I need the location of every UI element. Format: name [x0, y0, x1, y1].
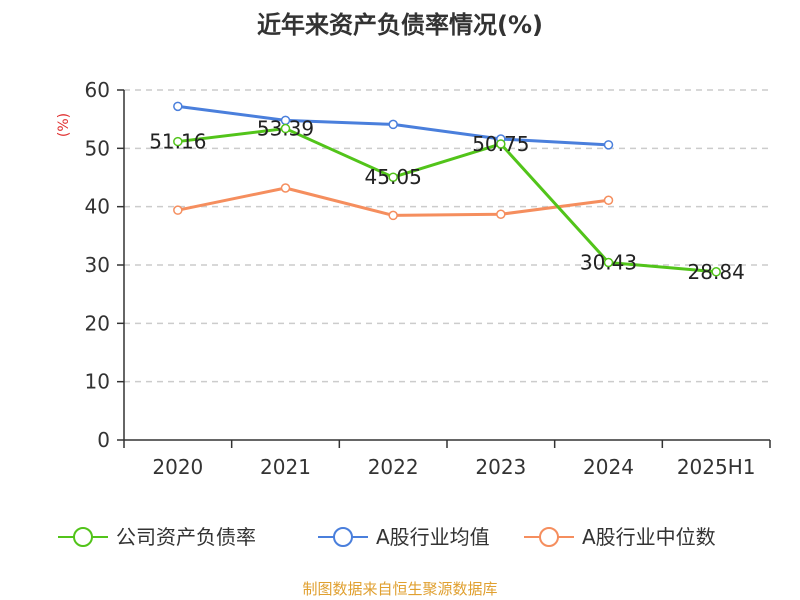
data-point — [173, 136, 183, 147]
legend-label: 公司资产负债率 — [116, 525, 256, 549]
legend: 公司资产负债率 A股行业均值 A股行业中位数 — [58, 525, 716, 549]
data-point — [280, 123, 291, 134]
legend-item[interactable]: A股行业均值 — [318, 525, 490, 549]
data-point — [388, 210, 398, 221]
data-point — [603, 140, 614, 150]
y-tick-label: 20 — [85, 311, 110, 335]
data-point — [603, 195, 614, 205]
data-point — [603, 257, 614, 268]
data-point — [388, 119, 398, 130]
data-label: 28.84 — [688, 260, 745, 284]
y-tick-label: 10 — [85, 370, 110, 394]
data-label: 30.43 — [580, 250, 637, 274]
x-tick-label: 2021 — [260, 455, 311, 479]
x-tick-label: 2022 — [368, 455, 419, 479]
y-tick-label: 30 — [85, 253, 110, 277]
legend-item[interactable]: A股行业中位数 — [524, 525, 716, 549]
x-tick-labels: 2020 2021 2022 2023 2024 2025H1 — [152, 455, 755, 479]
legend-item[interactable]: 公司资产负债率 — [58, 525, 256, 549]
data-label: 51.16 — [149, 130, 206, 154]
y-tick-label: 0 — [97, 428, 110, 452]
x-tick-label: 2025H1 — [677, 455, 756, 479]
legend-marker — [333, 527, 353, 547]
y-tick-label: 50 — [85, 136, 110, 160]
data-label: 50.75 — [472, 132, 529, 156]
y-tick-label: 40 — [85, 195, 110, 219]
data-label: 45.05 — [365, 165, 422, 189]
data-point — [496, 139, 506, 149]
data-point — [280, 183, 291, 193]
data-labels: 51.16 53.39 45.05 50.75 30.43 28.84 — [149, 117, 745, 284]
series-points — [173, 101, 721, 277]
legend-label: A股行业中位数 — [582, 525, 716, 549]
data-point — [496, 209, 506, 219]
y-tick-label: 60 — [85, 78, 110, 102]
data-point — [388, 172, 398, 182]
data-label: 53.39 — [257, 117, 314, 141]
data-point — [173, 101, 183, 112]
series-line — [177, 127, 717, 274]
x-tick-label: 2024 — [583, 455, 634, 479]
y-tick-labels: 0 10 20 30 40 50 60 — [85, 78, 110, 452]
data-point — [173, 205, 183, 215]
x-tick-label: 2020 — [152, 455, 203, 479]
grid-lines — [124, 89, 770, 383]
y-axis-unit-label: (%) — [56, 113, 72, 137]
legend-marker — [539, 527, 559, 547]
source-footer: 制图数据来自恒生聚源数据库 — [302, 580, 497, 598]
legend-marker — [73, 527, 93, 547]
x-tick-label: 2023 — [475, 455, 526, 479]
legend-label: A股行业均值 — [376, 525, 490, 549]
axes — [117, 89, 771, 448]
chart-title: 近年来资产负债率情况(%) — [257, 11, 543, 39]
data-point — [711, 267, 721, 277]
